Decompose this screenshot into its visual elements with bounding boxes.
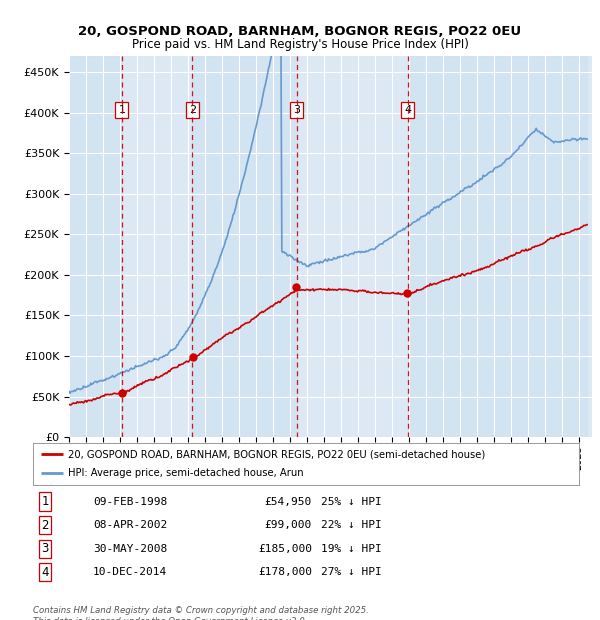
Text: 3: 3 [41, 542, 49, 555]
Text: 10-DEC-2014: 10-DEC-2014 [93, 567, 167, 577]
Text: £185,000: £185,000 [258, 544, 312, 554]
Text: Contains HM Land Registry data © Crown copyright and database right 2025.
This d: Contains HM Land Registry data © Crown c… [33, 606, 369, 620]
Text: 2: 2 [41, 519, 49, 531]
Text: 1: 1 [41, 495, 49, 508]
Text: 4: 4 [404, 105, 411, 115]
Text: 4: 4 [41, 566, 49, 578]
Bar [408, 56, 587, 437]
Text: HPI: Average price, semi-detached house, Arun: HPI: Average price, semi-detached house,… [68, 469, 304, 479]
Text: 22% ↓ HPI: 22% ↓ HPI [321, 520, 382, 530]
Text: 25% ↓ HPI: 25% ↓ HPI [321, 497, 382, 507]
Text: 2: 2 [189, 105, 196, 115]
Text: £54,950: £54,950 [265, 497, 312, 507]
Bar [69, 56, 122, 437]
Text: £99,000: £99,000 [265, 520, 312, 530]
Text: 3: 3 [293, 105, 300, 115]
Bar [193, 56, 297, 437]
Text: 20, GOSPOND ROAD, BARNHAM, BOGNOR REGIS, PO22 0EU (semi-detached house): 20, GOSPOND ROAD, BARNHAM, BOGNOR REGIS,… [68, 449, 486, 459]
Text: 1: 1 [118, 105, 125, 115]
Text: 08-APR-2002: 08-APR-2002 [93, 520, 167, 530]
Text: 20, GOSPOND ROAD, BARNHAM, BOGNOR REGIS, PO22 0EU: 20, GOSPOND ROAD, BARNHAM, BOGNOR REGIS,… [79, 25, 521, 38]
Text: Price paid vs. HM Land Registry's House Price Index (HPI): Price paid vs. HM Land Registry's House … [131, 38, 469, 51]
Text: £178,000: £178,000 [258, 567, 312, 577]
Text: 30-MAY-2008: 30-MAY-2008 [93, 544, 167, 554]
Text: 27% ↓ HPI: 27% ↓ HPI [321, 567, 382, 577]
Text: 09-FEB-1998: 09-FEB-1998 [93, 497, 167, 507]
Text: 19% ↓ HPI: 19% ↓ HPI [321, 544, 382, 554]
